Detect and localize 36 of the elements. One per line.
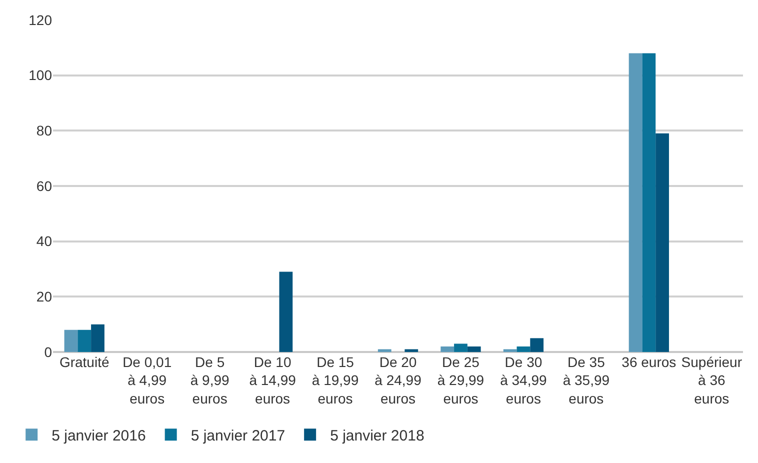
bar (516, 346, 530, 352)
x-tick-label: De 0,01 à 4,99 euros (122, 354, 172, 406)
bar (378, 349, 392, 352)
bar (467, 346, 481, 352)
bar (91, 324, 104, 352)
bar (530, 338, 544, 352)
x-tick-label: De 35 à 35,99 euros (562, 354, 610, 406)
legend-label: 5 janvier 2017 (190, 428, 286, 444)
y-tick-label: 0 (44, 344, 52, 360)
bar (642, 53, 656, 352)
bar (404, 349, 418, 352)
bar (628, 53, 642, 352)
bar (279, 272, 293, 352)
bar (440, 346, 454, 352)
x-tick-label: De 25 à 29,99 euros (437, 354, 484, 406)
legend-label: 5 janvier 2016 (52, 428, 146, 444)
bar (656, 133, 669, 352)
bar (78, 330, 92, 352)
y-tick-label: 100 (28, 67, 52, 84)
bar (503, 349, 517, 352)
bar (454, 344, 468, 352)
x-tick-label: Gratuité (59, 354, 110, 370)
x-tick-label: Supérieur à 36 euros (681, 354, 742, 406)
x-tick-label: De 30 à 34,99 euros (500, 354, 548, 406)
y-tick-label: 60 (36, 178, 52, 194)
y-tick-label: 120 (28, 12, 52, 28)
bar (64, 330, 78, 352)
y-tick-label: 20 (36, 288, 52, 305)
x-tick-label: De 15 à 19,99 euros (312, 354, 359, 406)
x-tick-label: De 20 à 24,99 euros (374, 354, 422, 406)
y-tick-label: 80 (36, 122, 52, 139)
y-tick-label: 40 (36, 233, 52, 250)
x-tick-label: De 10 à 14,99 euros (249, 354, 296, 406)
x-tick-label: De 5 à 9,99 euros (190, 354, 230, 406)
legend-label: 5 janvier 2018 (330, 428, 424, 444)
x-tick-label: 36 euros (622, 354, 676, 370)
